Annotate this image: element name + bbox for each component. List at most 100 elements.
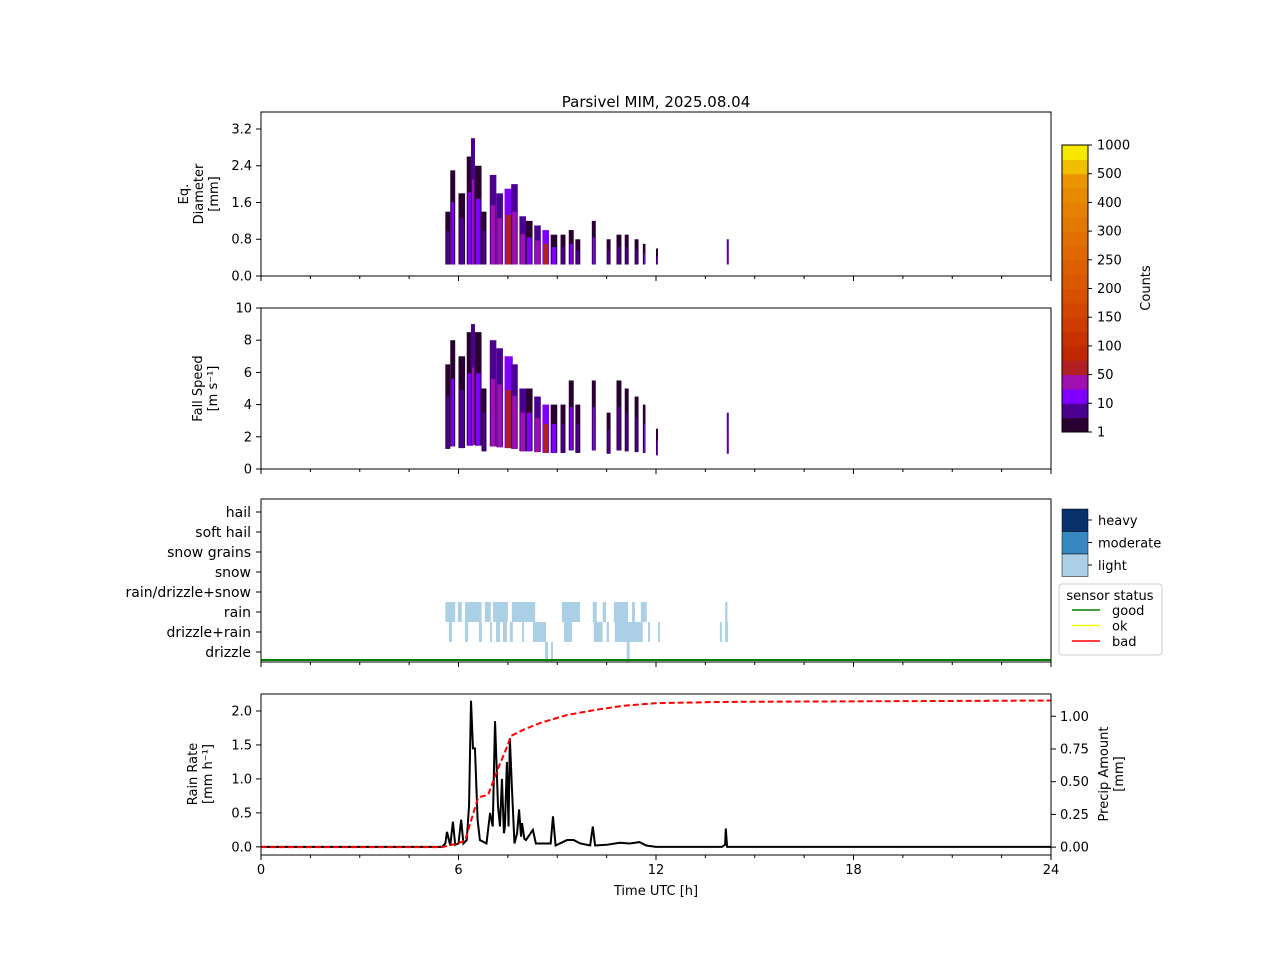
intensity-label: light — [1098, 559, 1127, 574]
y2-tick-label: 0.25 — [1060, 808, 1089, 823]
y-axis-label: Rain Rate — [186, 743, 201, 806]
precip-type-cell — [465, 602, 482, 622]
intensity-swatch-moderate — [1061, 531, 1089, 555]
precip-type-cell — [511, 602, 536, 622]
x-tick-label: 6 — [454, 863, 462, 878]
x-axis-label: Time UTC [h] — [613, 884, 698, 899]
y-tick-label: 0.8 — [231, 233, 252, 248]
precip-type-label: hail — [226, 505, 251, 521]
y-axis-label: Eq. — [177, 184, 192, 205]
colorbar-tick-label: 200 — [1097, 282, 1122, 297]
speed-cell — [551, 423, 557, 453]
colorbar-segment — [1062, 173, 1088, 189]
colorbar-segment — [1062, 259, 1088, 275]
precip-type-cell — [725, 622, 729, 642]
precip-type-cell — [445, 602, 456, 622]
colorbar-segment — [1062, 202, 1088, 218]
colorbar-tick-label: 250 — [1097, 253, 1122, 268]
colorbar-segment — [1062, 188, 1088, 203]
y-tick-label: 0.0 — [231, 840, 252, 855]
precip-type-cell — [631, 602, 635, 622]
precip-type-cell — [592, 602, 597, 622]
precip-type-cell — [522, 622, 525, 642]
diameter-cell — [451, 202, 455, 265]
diameter-cell — [467, 192, 473, 265]
colorbar-tick-label: 1 — [1097, 426, 1105, 441]
precip-type-cell — [509, 622, 513, 642]
y-tick-label: 0 — [244, 463, 252, 478]
speed-cell — [561, 423, 565, 453]
speed-cell — [657, 440, 658, 456]
sensor-status-legend — [1058, 583, 1163, 656]
rain-rate-line — [261, 700, 1051, 848]
diameter-cell — [727, 250, 729, 265]
colorbar-segment — [1062, 317, 1088, 333]
y-axis-label: [mm] — [207, 176, 222, 211]
diameter-cell — [475, 198, 481, 265]
y-tick-label: 2 — [244, 430, 252, 445]
diameter-cell — [482, 230, 486, 265]
precip-type-cell — [602, 602, 606, 622]
precip-type-cell — [550, 642, 553, 662]
colorbar-segment — [1062, 159, 1088, 175]
y-tick-label: 0.0 — [231, 270, 252, 285]
speed-cell — [576, 423, 580, 453]
diameter-cell — [520, 234, 525, 265]
precip-type-label: snow — [215, 565, 251, 581]
colorbar-segment — [1062, 245, 1088, 261]
speed-cell — [526, 412, 532, 452]
y-tick-label: 3.2 — [231, 122, 252, 137]
colorbar-segment — [1062, 302, 1088, 318]
y-tick-label: 6 — [244, 366, 252, 381]
diameter-cell — [561, 247, 565, 265]
y-tick-label: 1.6 — [231, 196, 252, 211]
y2-tick-label: 0.75 — [1060, 742, 1089, 757]
y2-axis-label: [mm] — [1112, 756, 1127, 791]
intensity-label: moderate — [1098, 537, 1161, 552]
diameter-cell-outer — [656, 248, 658, 265]
diameter-cell — [526, 237, 532, 265]
intensity-swatch-heavy — [1061, 508, 1089, 532]
diameter-cell — [657, 256, 658, 265]
y-axis-label: [mm h⁻¹] — [201, 744, 216, 804]
diameter-cell — [490, 205, 496, 265]
precip-type-cell — [502, 622, 507, 642]
precip-type-cell — [561, 602, 580, 622]
y-tick-label: 4 — [244, 398, 252, 413]
precip-type-cell — [613, 602, 629, 622]
speed-cell — [472, 367, 474, 445]
diameter-cell — [472, 179, 474, 265]
diameter-cell — [543, 243, 549, 265]
diameter-cell — [592, 237, 595, 265]
speed-cell — [625, 412, 628, 452]
y-tick-label: 10 — [235, 302, 252, 317]
diameter-cell — [617, 247, 621, 265]
legend-label: bad — [1112, 635, 1136, 650]
colorbar-segment — [1062, 360, 1088, 376]
y2-axis-label: Precip Amount — [1097, 727, 1112, 822]
speed-cell — [643, 423, 645, 453]
precip-type-label: soft hail — [195, 525, 251, 541]
axes-frame — [260, 693, 1052, 856]
precip-type-cell — [496, 622, 500, 642]
diameter-cell — [551, 247, 557, 265]
colorbar-tick-label: 10 — [1097, 397, 1114, 412]
precip-type-cell — [448, 622, 452, 642]
diameter-cell — [446, 230, 450, 265]
x-tick-label: 24 — [1043, 863, 1060, 878]
colorbar-label: Counts — [1139, 265, 1154, 311]
precip-type-cell — [593, 622, 603, 642]
y-tick-label: 1.5 — [231, 738, 252, 753]
colorbar-segment — [1062, 274, 1088, 289]
colorbar-tick-label: 1000 — [1097, 139, 1130, 154]
intensity-swatch-light — [1061, 553, 1089, 577]
speed-cell — [467, 373, 473, 446]
colorbar-segment — [1062, 231, 1088, 246]
y-tick-label: 2.0 — [231, 704, 252, 719]
y2-tick-label: 0.50 — [1060, 775, 1089, 790]
diameter-cell — [497, 218, 502, 265]
colorbar-segment — [1062, 216, 1088, 232]
diameter-cell — [643, 253, 645, 265]
precip-type-cell — [657, 622, 660, 642]
colorbar-segment — [1062, 145, 1088, 160]
